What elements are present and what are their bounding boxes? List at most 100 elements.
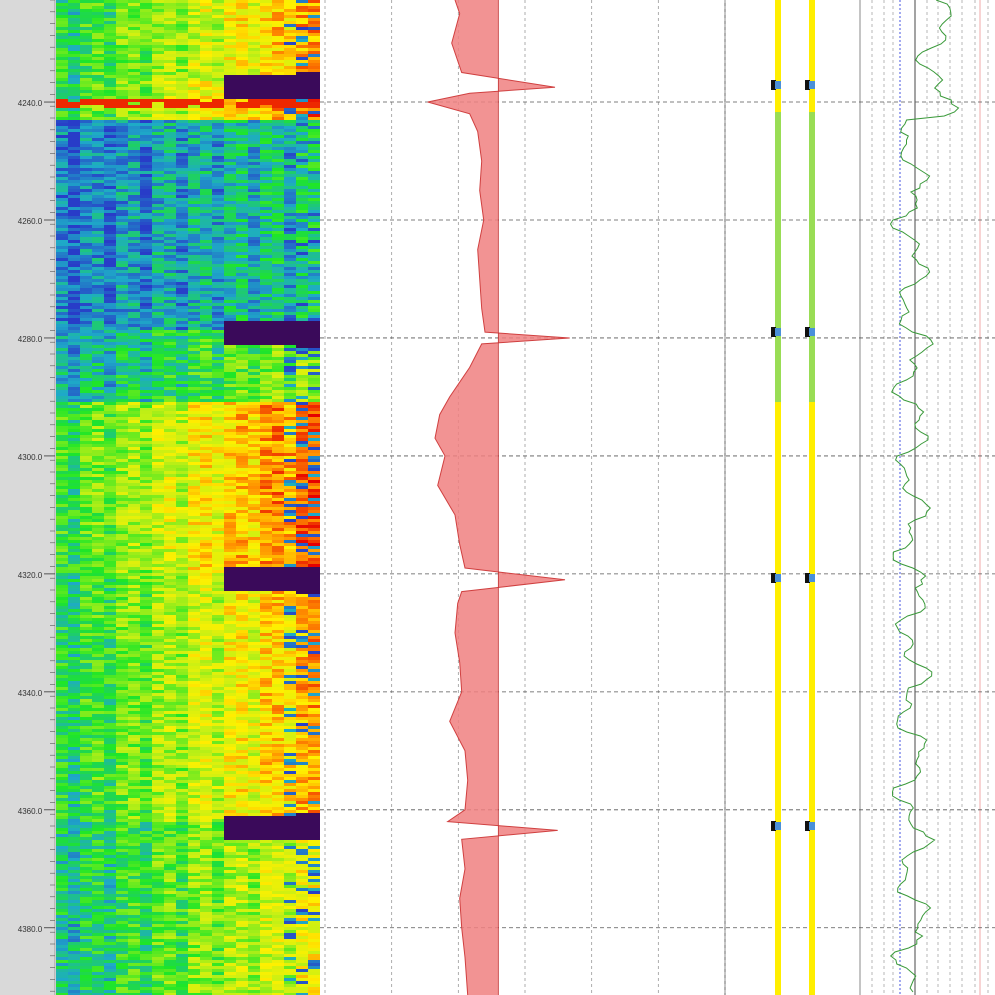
heatmap-cell <box>236 36 249 40</box>
heatmap-cell <box>272 366 285 370</box>
heatmap-cell <box>272 417 285 421</box>
heatmap-cell <box>308 360 321 364</box>
heatmap-cell <box>284 339 297 343</box>
heatmap-cell <box>260 621 273 625</box>
heatmap-cell <box>236 561 249 565</box>
heatmap-cell <box>56 9 69 13</box>
heatmap-cell <box>188 552 201 556</box>
heatmap-cell <box>260 501 273 505</box>
heatmap-cell <box>224 666 237 670</box>
heatmap-cell <box>80 423 93 427</box>
heatmap-cell <box>128 264 141 268</box>
heatmap-cell <box>200 399 213 403</box>
heatmap-cell <box>164 342 177 346</box>
heatmap-cell <box>200 285 213 289</box>
heatmap-cell <box>212 15 225 19</box>
heatmap-cell <box>164 429 177 433</box>
heatmap-cell <box>164 336 177 340</box>
heatmap-cell <box>140 516 153 520</box>
heatmap-cell <box>104 393 117 397</box>
heatmap-cell <box>80 273 93 277</box>
heatmap-cell <box>164 210 177 214</box>
heatmap-cell <box>236 153 249 157</box>
heatmap-cell <box>188 393 201 397</box>
heatmap-cell <box>200 117 213 121</box>
heatmap-cell <box>272 462 285 466</box>
heatmap-cell <box>224 45 237 49</box>
heatmap-cell <box>200 423 213 427</box>
heatmap-cell <box>308 249 321 253</box>
heatmap-cell <box>212 120 225 124</box>
heatmap-cell <box>80 564 93 568</box>
heatmap-cell <box>68 147 81 151</box>
heatmap-cell <box>128 552 141 556</box>
heatmap-cell <box>284 132 297 136</box>
heatmap-cell <box>128 513 141 517</box>
heatmap-cell <box>92 582 105 586</box>
heatmap-cell <box>92 6 105 10</box>
heatmap-cell <box>308 219 321 223</box>
heatmap-cell <box>272 300 285 304</box>
heatmap-cell <box>128 612 141 616</box>
heatmap-cell <box>272 75 285 79</box>
heatmap-cell <box>224 147 237 151</box>
heatmap-cell <box>236 342 249 346</box>
heatmap-cell <box>200 177 213 181</box>
heatmap-cell <box>56 588 69 592</box>
heatmap-cell <box>176 150 189 154</box>
heatmap-cell <box>260 567 273 571</box>
heatmap-cell <box>164 315 177 319</box>
heatmap-cell <box>152 195 165 199</box>
heatmap-cell <box>56 369 69 373</box>
heatmap-cell <box>164 183 177 187</box>
heatmap-cell <box>212 636 225 640</box>
heatmap-cell <box>188 282 201 286</box>
heatmap-cell <box>104 315 117 319</box>
heatmap-cell <box>152 363 165 367</box>
heatmap-cell <box>200 267 213 271</box>
heatmap-cell <box>152 609 165 613</box>
heatmap-cell <box>104 369 117 373</box>
heatmap-cell <box>56 261 69 265</box>
heatmap-cell <box>80 120 93 124</box>
heatmap-cell <box>224 30 237 34</box>
heatmap-cell <box>272 318 285 322</box>
heatmap-cell <box>236 540 249 544</box>
heatmap-cell <box>152 438 165 442</box>
heatmap-cell <box>92 504 105 508</box>
heatmap-cell <box>56 93 69 97</box>
heatmap-cell <box>56 435 69 439</box>
heatmap-cell <box>116 375 129 379</box>
heatmap-cell <box>296 678 309 682</box>
heatmap-cell <box>164 297 177 301</box>
heatmap-cell <box>80 141 93 145</box>
heatmap-cell <box>200 60 213 64</box>
heatmap-cell <box>80 666 93 670</box>
heatmap-cell <box>140 357 153 361</box>
heatmap-cell <box>68 405 81 409</box>
heatmap-cell <box>188 105 201 109</box>
heatmap-cell <box>188 324 201 328</box>
heatmap-cell <box>188 591 201 595</box>
heatmap-cell <box>152 72 165 76</box>
heatmap-cell <box>56 333 69 337</box>
heatmap-cell <box>188 267 201 271</box>
heatmap-cell <box>140 102 153 106</box>
heatmap-cell <box>176 108 189 112</box>
heatmap-cell <box>164 219 177 223</box>
heatmap-cell <box>308 315 321 319</box>
heatmap-cell <box>176 642 189 646</box>
heatmap-cell <box>260 534 273 538</box>
heatmap-cell <box>308 12 321 16</box>
heatmap-cell <box>224 186 237 190</box>
heatmap-cell <box>104 129 117 133</box>
heatmap-cell <box>200 102 213 106</box>
heatmap-cell <box>248 141 261 145</box>
heatmap-cell <box>56 138 69 142</box>
heatmap-cell <box>164 48 177 52</box>
heatmap-cell <box>80 198 93 202</box>
heatmap-cell <box>176 507 189 511</box>
heatmap-cell <box>80 681 93 685</box>
heatmap-cell <box>188 273 201 277</box>
heatmap-cell <box>284 417 297 421</box>
